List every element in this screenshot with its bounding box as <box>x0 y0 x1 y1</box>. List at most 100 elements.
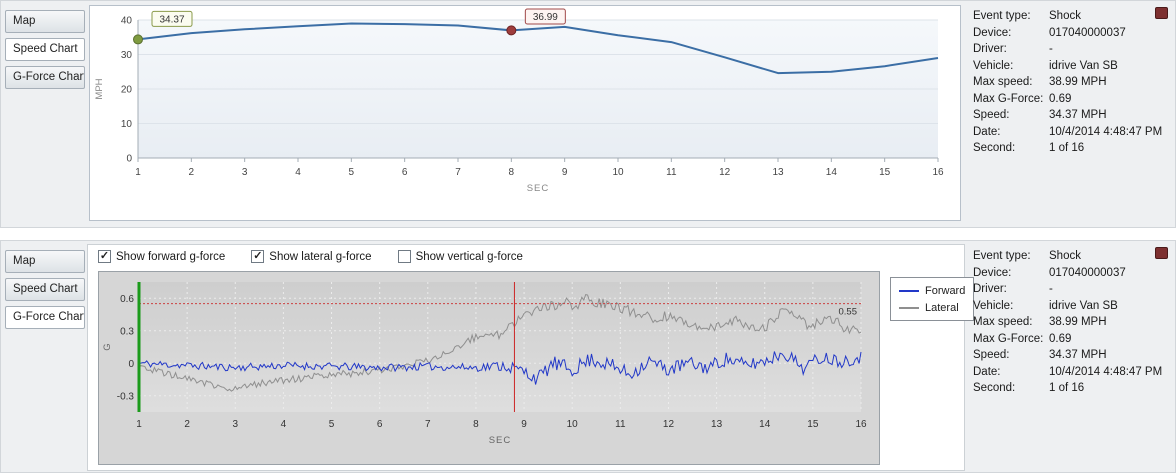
info-row-driver: Driver: - <box>973 281 1169 298</box>
panel-corner-icon[interactable] <box>1155 247 1168 259</box>
svg-text:2: 2 <box>189 167 195 178</box>
tab-g-force-chart[interactable]: G-Force Chart <box>5 66 85 89</box>
svg-text:0.3: 0.3 <box>120 326 134 337</box>
svg-text:3: 3 <box>242 167 248 178</box>
checkbox-label: Show forward g-force <box>116 250 226 263</box>
info-row-device: Device: 017040000037 <box>973 25 1169 42</box>
info-label: Speed: <box>973 349 1010 361</box>
info-label: Event type: <box>973 250 1031 262</box>
tab-list: Map Speed Chart G-Force Chart <box>1 1 87 227</box>
svg-text:6: 6 <box>402 167 408 178</box>
svg-text:13: 13 <box>772 167 784 178</box>
info-label: Vehicle: <box>973 59 1014 72</box>
svg-text:SEC: SEC <box>489 435 512 446</box>
panel-corner-icon[interactable] <box>1155 7 1168 19</box>
svg-text:6: 6 <box>377 419 383 430</box>
svg-text:SEC: SEC <box>527 183 550 194</box>
svg-text:0.6: 0.6 <box>120 294 134 305</box>
info-value: 10/4/2014 4:48:47 PM <box>1049 365 1163 378</box>
info-row-event-type: Event type: Shock <box>973 248 1169 265</box>
tab-speed-chart[interactable]: Speed Chart <box>5 38 85 61</box>
checkbox-label: Show vertical g-force <box>415 250 523 263</box>
svg-text:36.99: 36.99 <box>533 12 558 23</box>
legend-line-icon <box>899 289 919 292</box>
legend-item-lateral: Lateral <box>899 299 965 316</box>
info-row-second: Second: 1 of 16 <box>973 140 1169 157</box>
svg-text:40: 40 <box>121 16 133 27</box>
tab-map[interactable]: Map <box>5 10 85 33</box>
info-label: Max G-Force: <box>973 92 1044 105</box>
info-row-speed: Speed: 34.37 MPH <box>973 347 1169 364</box>
info-value: idrive Van SB <box>1049 59 1118 72</box>
svg-text:14: 14 <box>759 419 771 430</box>
svg-text:5: 5 <box>329 419 335 430</box>
svg-text:7: 7 <box>425 419 431 430</box>
info-value: 017040000037 <box>1049 26 1126 39</box>
svg-text:2: 2 <box>184 419 190 430</box>
info-value: 10/4/2014 4:48:47 PM <box>1049 125 1163 138</box>
tab-map[interactable]: Map <box>5 250 85 273</box>
event-info-panel: Event type: Shock Device: 017040000037 Drive… <box>973 8 1169 157</box>
info-row-vehicle: Vehicle: idrive Van SB <box>973 298 1169 315</box>
speed-chart-card: 0 10 20 30 40 1 2 3 4 5 6 7 8 9 10 11 12 13 14 15 16 SEC MPH 34… <box>89 5 961 221</box>
info-label: Second: <box>973 382 1016 394</box>
checkbox-show-lateral-g-force[interactable]: ✓ Show lateral g-force <box>251 250 372 263</box>
info-value: - <box>1049 283 1053 295</box>
svg-text:8: 8 <box>509 167 515 178</box>
svg-text:-0.3: -0.3 <box>117 391 135 402</box>
info-label: Date: <box>973 125 1001 138</box>
svg-text:10: 10 <box>612 167 624 178</box>
svg-text:7: 7 <box>455 167 461 178</box>
tab-g-force-chart[interactable]: G-Force Chart <box>5 306 85 329</box>
svg-text:9: 9 <box>521 419 527 430</box>
info-label: Date: <box>973 365 1001 378</box>
speed-chart-panel: Map Speed Chart G-Force Chart 0 10 20 30 40 1 2 3… <box>0 0 1176 228</box>
checkbox-show-vertical-g-force[interactable]: Show vertical g-force <box>397 250 523 263</box>
checkbox-label: Show lateral g-force <box>269 250 372 263</box>
svg-text:G: G <box>102 343 113 350</box>
info-row-driver: Driver: - <box>973 41 1169 58</box>
svg-text:1: 1 <box>136 419 142 430</box>
gforce-chart[interactable]: 1 2 3 4 5 6 7 8 9 10 11 12 13 14 15 16-0.300.30.6SECG0.… <box>99 272 879 464</box>
svg-text:4: 4 <box>295 167 301 178</box>
info-row-max-g-force: Max G-Force: 0.69 <box>973 331 1169 348</box>
svg-text:0: 0 <box>126 154 132 165</box>
info-label: Second: <box>973 142 1016 154</box>
info-row-device: Device: 017040000037 <box>973 265 1169 282</box>
info-row-max-g-force: Max G-Force: 0.69 <box>973 91 1169 108</box>
info-label: Max G-Force: <box>973 332 1044 345</box>
svg-text:12: 12 <box>719 167 731 178</box>
legend-line-icon <box>899 306 919 309</box>
svg-text:16: 16 <box>855 419 867 430</box>
info-value: - <box>1049 43 1053 55</box>
info-row-vehicle: Vehicle: idrive Van SB <box>973 58 1169 75</box>
info-value: idrive Van SB <box>1049 299 1118 312</box>
gforce-chart-area: 1 2 3 4 5 6 7 8 9 10 11 12 13 14 15 16 -0.3 0 0.3 0.6 SEC G 0.… <box>98 271 880 465</box>
checkbox-unchecked-icon <box>397 250 411 263</box>
info-value: 0.69 <box>1049 332 1072 345</box>
info-row-max-speed: Max speed: 38.99 MPH <box>973 74 1169 91</box>
info-value: 34.37 MPH <box>1049 349 1107 361</box>
svg-text:11: 11 <box>615 419 626 430</box>
svg-text:34.37: 34.37 <box>159 14 184 25</box>
checkbox-show-forward-g-force[interactable]: ✓ Show forward g-force <box>98 250 225 263</box>
svg-text:1: 1 <box>135 167 141 178</box>
svg-text:14: 14 <box>826 167 838 178</box>
info-value: 38.99 MPH <box>1049 76 1107 88</box>
svg-text:5: 5 <box>349 167 355 178</box>
tab-speed-chart[interactable]: Speed Chart <box>5 278 85 301</box>
info-value: Shock <box>1049 10 1081 22</box>
svg-text:15: 15 <box>807 419 819 430</box>
svg-text:MPH: MPH <box>94 78 105 99</box>
info-value: 017040000037 <box>1049 266 1126 279</box>
info-label: Driver: <box>973 283 1007 295</box>
info-label: Driver: <box>973 43 1007 55</box>
info-label: Device: <box>973 266 1012 279</box>
info-label: Vehicle: <box>973 299 1014 312</box>
svg-text:0.55: 0.55 <box>839 307 858 318</box>
svg-text:3: 3 <box>232 419 238 430</box>
info-label: Event type: <box>973 10 1031 22</box>
info-value: 0.69 <box>1049 92 1072 105</box>
info-row-date: Date: 10/4/2014 4:48:47 PM <box>973 124 1169 141</box>
